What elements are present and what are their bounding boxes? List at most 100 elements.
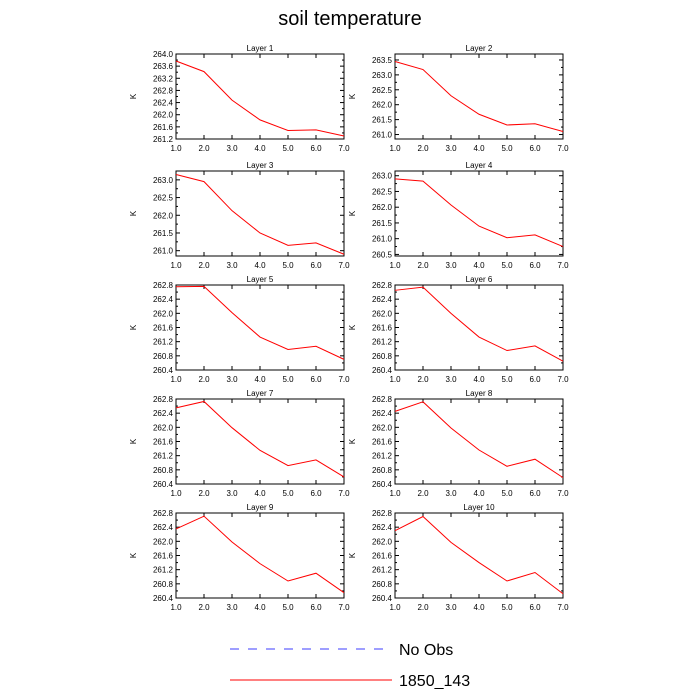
y-axis-label: K xyxy=(129,93,138,99)
x-tick-label: 6.0 xyxy=(529,489,541,498)
x-tick-label: 7.0 xyxy=(338,144,350,153)
series-line-1850_143 xyxy=(394,401,564,479)
x-tick-label: 4.0 xyxy=(473,144,485,153)
x-tick-label: 2.0 xyxy=(198,144,210,153)
y-tick-label: 260.8 xyxy=(372,352,393,361)
x-tick-label: 4.0 xyxy=(254,489,266,498)
x-tick-label: 3.0 xyxy=(226,144,238,153)
x-tick-label: 2.0 xyxy=(198,375,210,384)
x-tick-label: 7.0 xyxy=(557,375,569,384)
y-tick-label: 264.0 xyxy=(153,50,174,59)
x-tick-label: 7.0 xyxy=(338,489,350,498)
x-tick-label: 1.0 xyxy=(170,603,182,612)
x-tick-label: 7.0 xyxy=(338,375,350,384)
x-tick-label: 5.0 xyxy=(282,489,294,498)
y-tick-label: 262.8 xyxy=(153,395,174,404)
x-tick-label: 4.0 xyxy=(473,489,485,498)
y-tick-label: 260.8 xyxy=(153,580,174,589)
y-tick-label: 261.6 xyxy=(372,324,393,333)
y-axis-label: K xyxy=(348,324,357,330)
y-tick-label: 261.6 xyxy=(153,438,174,447)
series-line-1850_143 xyxy=(175,174,345,255)
y-tick-label: 261.5 xyxy=(372,219,393,228)
y-tick-label: 261.6 xyxy=(153,324,174,333)
plot-frame xyxy=(394,284,564,371)
y-tick-label: 262.5 xyxy=(372,86,393,95)
y-tick-label: 260.4 xyxy=(153,480,174,489)
x-tick-label: 3.0 xyxy=(226,603,238,612)
panel-title: Layer 1 xyxy=(247,44,274,53)
x-tick-label: 5.0 xyxy=(282,261,294,270)
y-tick-label: 263.6 xyxy=(153,62,174,71)
y-tick-label: 262.4 xyxy=(153,99,174,108)
x-tick-label: 1.0 xyxy=(170,261,182,270)
x-tick-label: 1.0 xyxy=(170,375,182,384)
y-tick-label: 260.8 xyxy=(372,580,393,589)
y-axis-label: K xyxy=(348,93,357,99)
x-tick-label: 5.0 xyxy=(282,144,294,153)
y-axis-label: K xyxy=(129,210,138,216)
x-tick-label: 2.0 xyxy=(417,375,429,384)
y-tick-label: 261.6 xyxy=(372,438,393,447)
y-tick-label: 262.4 xyxy=(153,409,174,418)
plot-frame xyxy=(175,53,345,140)
y-tick-label: 262.4 xyxy=(153,295,174,304)
y-tick-label: 263.5 xyxy=(372,56,393,65)
x-tick-label: 6.0 xyxy=(310,489,322,498)
y-tick-label: 260.5 xyxy=(372,250,393,259)
x-tick-label: 1.0 xyxy=(389,603,401,612)
series-line-1850_143 xyxy=(175,285,345,360)
x-tick-label: 3.0 xyxy=(445,261,457,270)
y-tick-label: 262.5 xyxy=(372,187,393,196)
y-axis-label: K xyxy=(129,324,138,330)
y-tick-label: 262.0 xyxy=(372,537,393,546)
panel-layer-2: Layer 2 K 1.0 2.0 3.0 4.0 5.0 6.0 7.0 261.0 261.5 2… xyxy=(348,44,569,153)
y-tick-label: 262.8 xyxy=(153,509,174,518)
x-tick-label: 2.0 xyxy=(198,261,210,270)
y-tick-label: 261.0 xyxy=(153,247,174,256)
plot-frame xyxy=(175,284,345,371)
x-tick-label: 4.0 xyxy=(473,603,485,612)
x-tick-label: 4.0 xyxy=(254,375,266,384)
x-tick-label: 6.0 xyxy=(529,375,541,384)
x-tick-label: 7.0 xyxy=(338,603,350,612)
series-line-1850_143 xyxy=(394,60,564,133)
y-tick-label: 262.0 xyxy=(153,537,174,546)
y-tick-label: 261.2 xyxy=(372,566,393,575)
y-tick-label: 262.0 xyxy=(153,423,174,432)
y-tick-label: 262.0 xyxy=(372,203,393,212)
panel-layer-1: Layer 1 K 1.0 2.0 3.0 4.0 5.0 6.0 7.0 261.2 261.6 2… xyxy=(129,44,350,153)
series-line-1850_143 xyxy=(394,515,564,595)
x-tick-label: 3.0 xyxy=(445,375,457,384)
y-axis-label: K xyxy=(348,210,357,216)
series-line-1850_143 xyxy=(175,60,345,137)
series-line-1850_143 xyxy=(175,515,345,594)
y-tick-label: 261.6 xyxy=(372,552,393,561)
panels-group: Layer 1 K 1.0 2.0 3.0 4.0 5.0 6.0 7.0 261.2 261.6 2… xyxy=(129,44,569,612)
panel-title: Layer 6 xyxy=(466,275,493,284)
panel-title: Layer 9 xyxy=(247,503,274,512)
y-axis-label: K xyxy=(348,438,357,444)
y-tick-label: 260.4 xyxy=(372,366,393,375)
panel-title: Layer 7 xyxy=(247,389,274,398)
y-tick-label: 262.8 xyxy=(372,509,393,518)
plot-frame xyxy=(175,398,345,485)
y-tick-label: 260.4 xyxy=(153,366,174,375)
x-tick-label: 4.0 xyxy=(473,375,485,384)
y-tick-label: 262.0 xyxy=(372,423,393,432)
x-tick-label: 5.0 xyxy=(501,489,513,498)
x-tick-label: 3.0 xyxy=(226,489,238,498)
x-tick-label: 6.0 xyxy=(310,144,322,153)
plot-frame xyxy=(394,53,564,140)
x-tick-label: 6.0 xyxy=(310,603,322,612)
y-tick-label: 262.4 xyxy=(372,523,393,532)
x-tick-label: 7.0 xyxy=(557,489,569,498)
y-tick-label: 262.0 xyxy=(372,101,393,110)
x-tick-label: 3.0 xyxy=(445,489,457,498)
y-tick-label: 262.8 xyxy=(153,86,174,95)
y-tick-label: 260.4 xyxy=(372,480,393,489)
x-tick-label: 3.0 xyxy=(226,261,238,270)
plot-frame xyxy=(394,170,564,257)
y-tick-label: 263.0 xyxy=(372,172,393,181)
y-tick-label: 261.2 xyxy=(372,452,393,461)
